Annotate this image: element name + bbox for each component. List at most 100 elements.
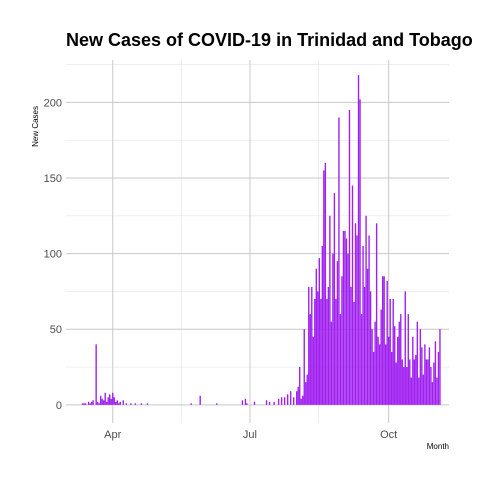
bar [401,359,403,405]
bar [146,403,149,405]
bar [303,329,305,405]
bar [89,403,91,405]
bar [418,377,420,405]
bar [315,268,318,405]
y-tick-label: 100 [44,249,62,261]
bar [365,215,367,405]
bar [318,258,321,405]
bars [81,75,441,405]
bar [381,276,384,405]
bar [375,223,378,405]
x-axis-label: Month [427,442,449,451]
bar [107,397,109,405]
bar [345,238,348,405]
bar [253,401,256,405]
bar [342,230,345,405]
bar [265,400,268,405]
bar [433,362,435,405]
bar [277,398,280,405]
x-tick-labels: Apr Jul Oct [104,429,397,441]
bar [299,367,301,405]
bar [286,394,289,405]
bar [311,286,313,405]
bar [413,359,416,405]
bar [309,314,311,405]
bar [326,298,328,405]
bar [341,276,343,405]
bar [296,391,298,405]
bar [380,309,382,405]
bar [306,374,308,405]
bar [406,367,408,405]
bar [125,403,128,405]
bar [436,377,438,405]
bar [104,392,106,405]
x-tick-label: Apr [104,429,121,441]
bar [366,268,369,405]
bar [357,75,360,405]
bar [122,400,124,405]
bar [410,377,412,405]
bar [419,329,422,405]
bar [244,398,247,405]
bar [113,397,115,405]
bar [428,347,431,405]
y-axis-label: New Cases [31,106,40,147]
bar [387,336,390,405]
y-tick-label: 0 [56,400,62,412]
bar [99,395,102,405]
bar [112,392,114,405]
bar [389,298,391,405]
bar [394,326,396,405]
bar [109,394,111,405]
bar [330,321,333,405]
bar [216,403,218,405]
bar [268,401,271,405]
bar [434,341,437,405]
chart-title: New Cases of COVID-19 in Trinidad and To… [66,30,473,50]
bar [336,261,339,405]
bar [119,401,121,405]
bar [412,336,414,405]
bar [305,382,307,405]
bar [110,398,112,405]
bar [292,397,295,405]
bar [338,117,340,405]
bar [118,403,120,405]
bar [409,359,411,405]
bar [130,403,132,405]
bar [134,403,137,405]
bar [360,314,363,405]
bar [439,329,441,405]
bar [371,329,373,405]
bar [115,401,117,405]
bar [347,253,349,405]
bar [333,193,336,405]
bar [317,291,319,405]
bar [95,344,97,405]
bar [354,223,357,405]
bar [363,286,366,405]
bar [378,344,381,405]
bar [416,321,419,405]
bar [386,280,388,405]
bar [320,298,322,405]
bar [87,401,90,405]
bar [140,403,143,405]
bar [116,400,118,405]
bar [241,400,244,405]
bar [351,185,354,405]
bar [324,162,327,405]
bar [314,298,316,405]
x-tick-label: Oct [380,429,397,441]
bar [425,359,428,405]
bar [302,395,304,405]
bar [356,235,358,405]
bar [96,401,99,405]
bar [372,351,375,405]
bar [103,400,105,405]
bar [424,344,426,405]
bar [273,401,275,405]
bar [344,230,346,405]
bar [437,351,440,405]
